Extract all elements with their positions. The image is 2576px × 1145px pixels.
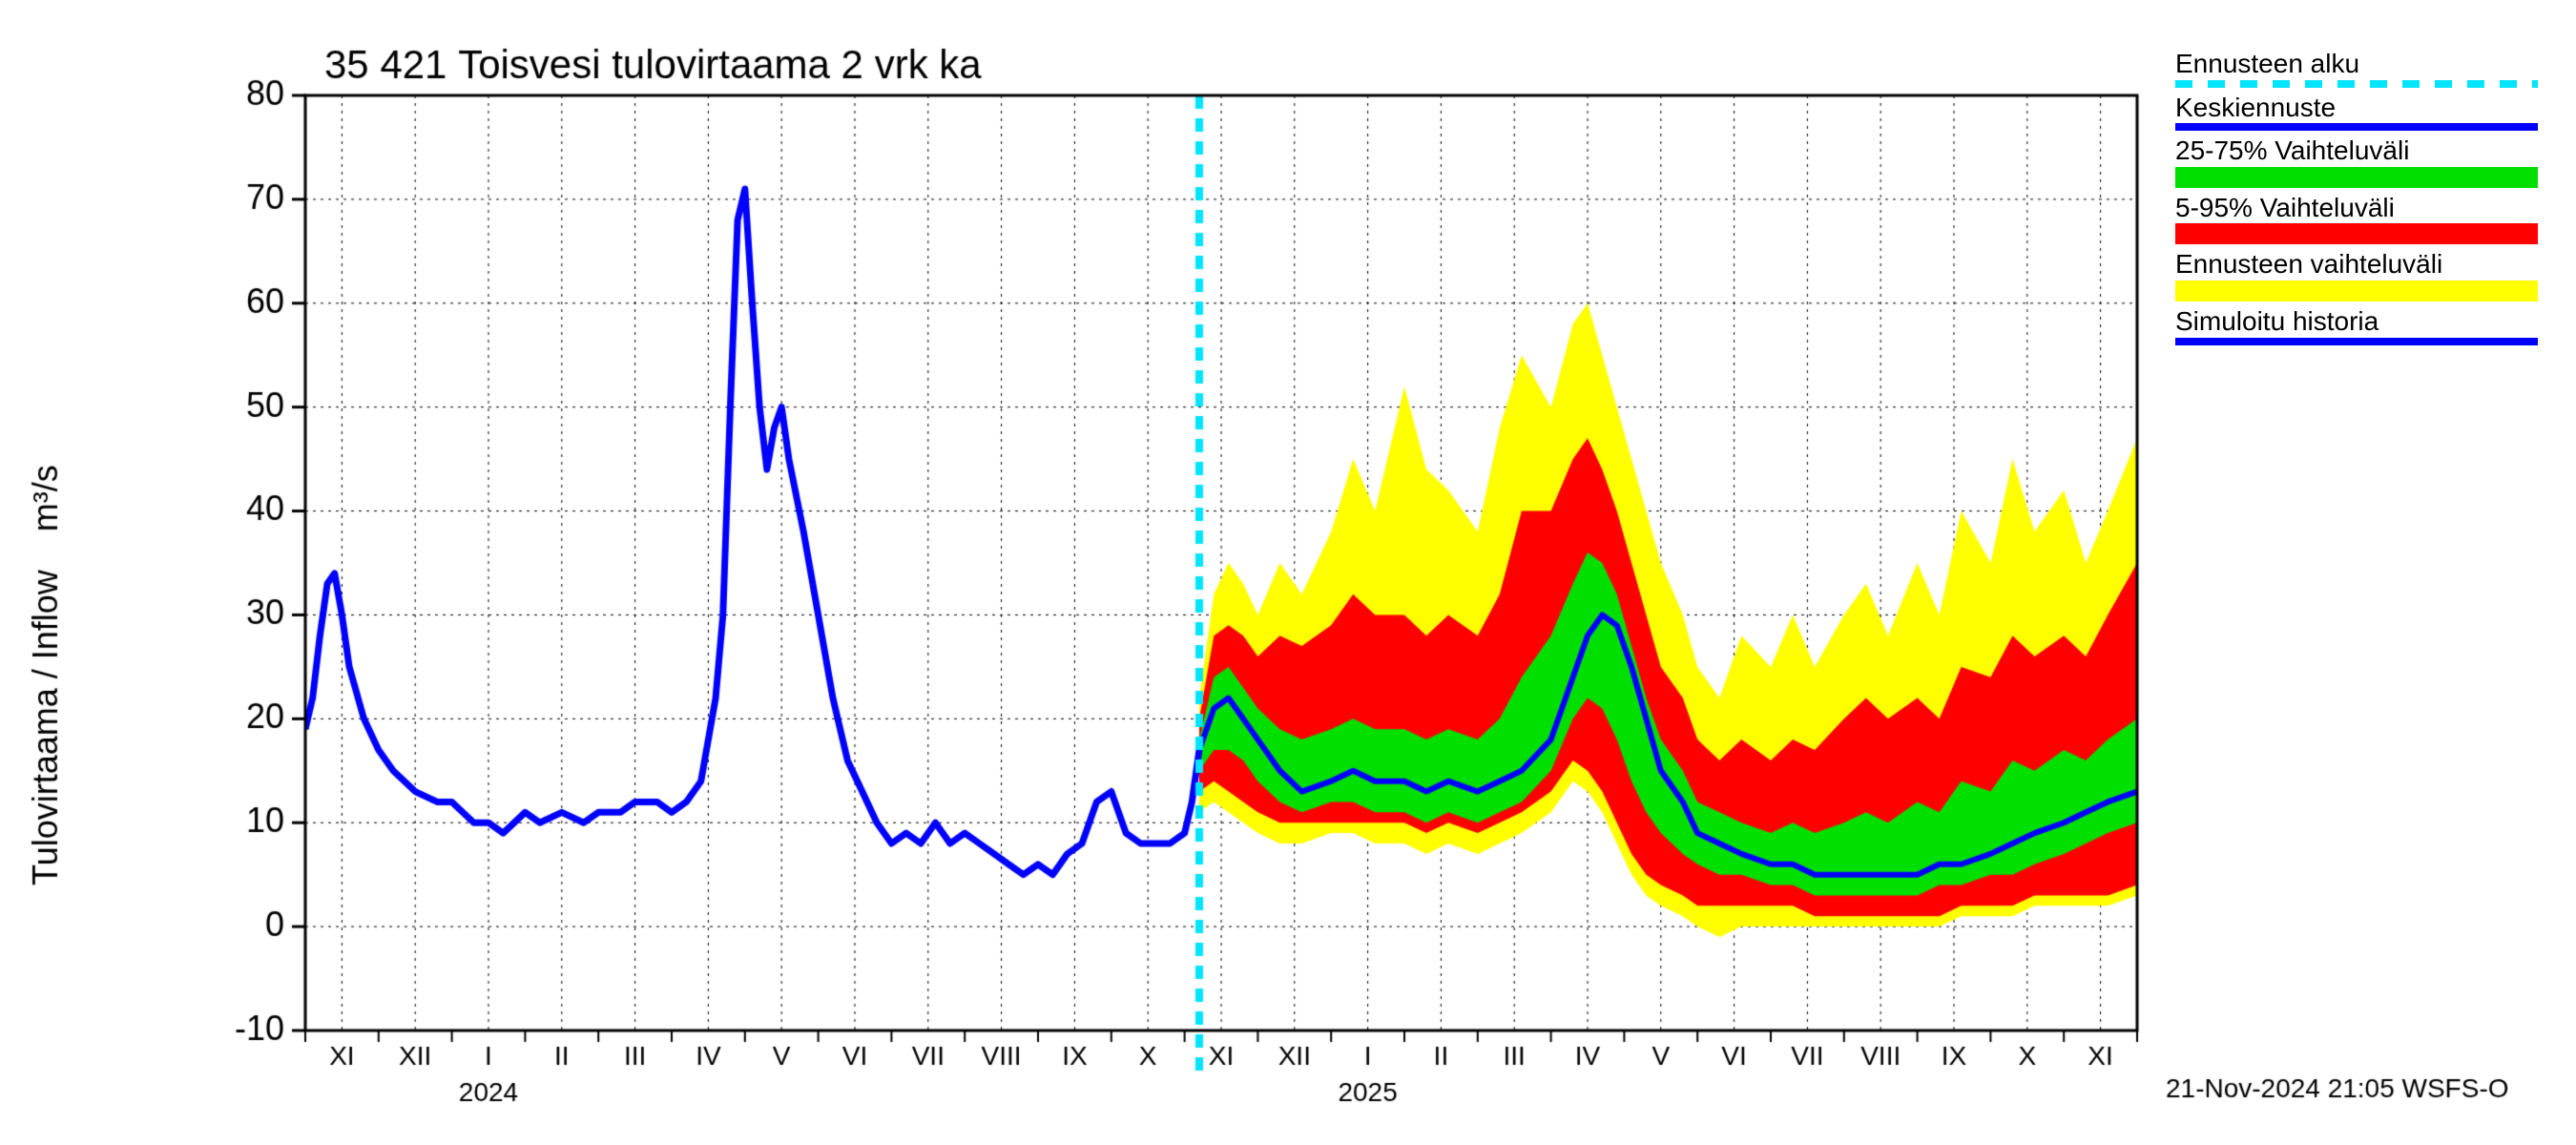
legend-entry: Keskiennuste <box>2175 92 2538 132</box>
legend-swatch <box>2175 80 2538 88</box>
legend: Ennusteen alku Keskiennuste 25-75% Vaihtel… <box>2175 48 2538 349</box>
legend-label: Ennusteen vaihteluväli <box>2175 248 2538 281</box>
legend-swatch <box>2175 167 2538 188</box>
legend-entry: Ennusteen alku <box>2175 48 2538 88</box>
legend-entry: Ennusteen vaihteluväli <box>2175 248 2538 302</box>
legend-swatch <box>2175 223 2538 244</box>
legend-label: 5-95% Vaihteluväli <box>2175 192 2538 224</box>
legend-label: Simuloitu historia <box>2175 305 2538 338</box>
legend-swatch <box>2175 281 2538 302</box>
legend-swatch <box>2175 123 2538 131</box>
legend-swatch <box>2175 338 2538 345</box>
legend-label: Keskiennuste <box>2175 92 2538 124</box>
legend-entry: 5-95% Vaihteluväli <box>2175 192 2538 245</box>
legend-entry: Simuloitu historia <box>2175 305 2538 345</box>
legend-label: Ennusteen alku <box>2175 48 2538 80</box>
chart-container: Ennusteen alku Keskiennuste 25-75% Vaihtel… <box>0 0 2576 1145</box>
legend-label: 25-75% Vaihteluväli <box>2175 135 2538 167</box>
legend-entry: 25-75% Vaihteluväli <box>2175 135 2538 188</box>
